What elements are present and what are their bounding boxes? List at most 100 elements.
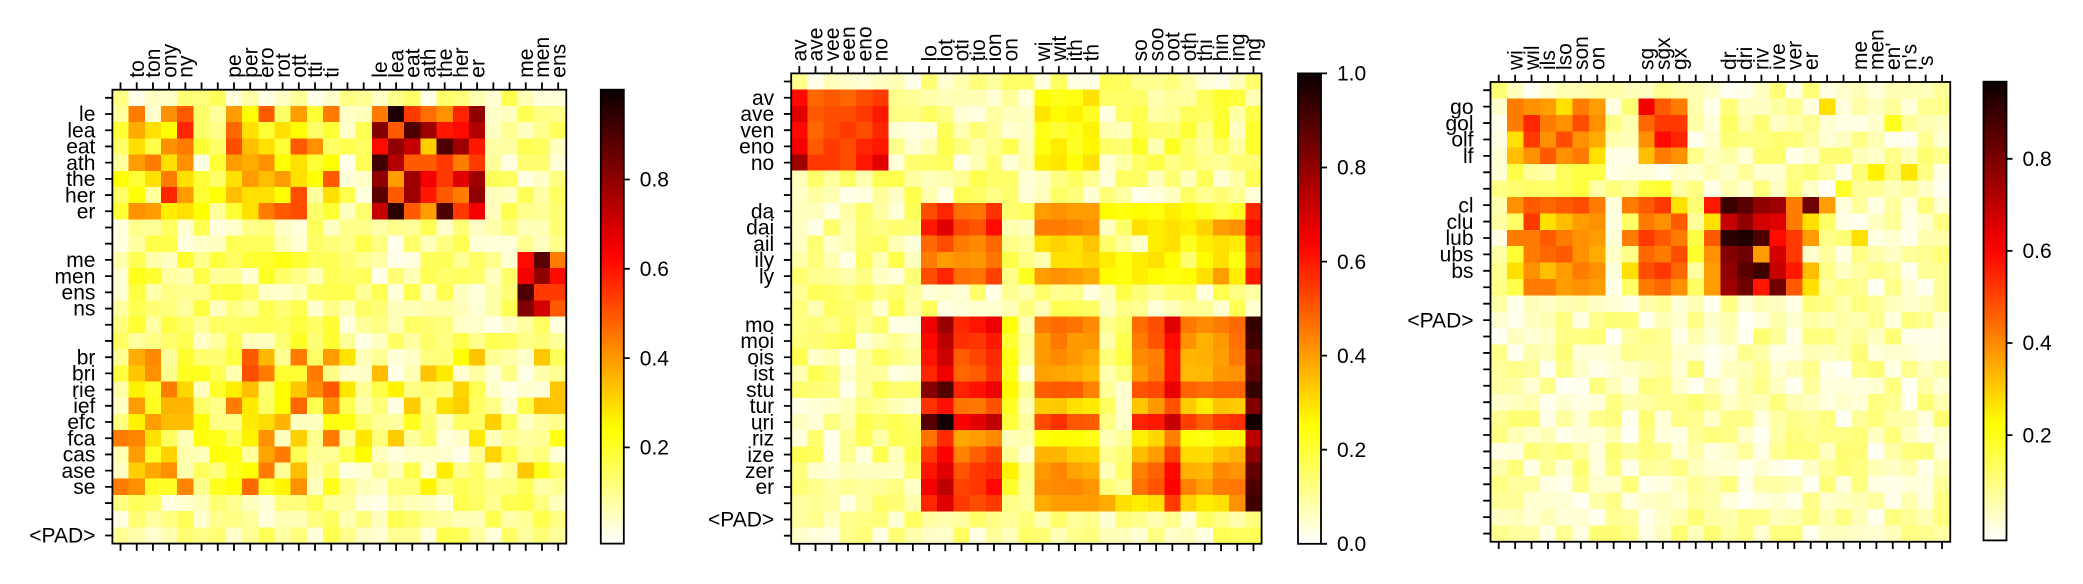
svg-text:ns: ns	[73, 298, 95, 321]
svg-text:wit: wit	[1048, 36, 1071, 63]
svg-text:0.8: 0.8	[2023, 148, 2052, 171]
svg-text:uri: uri	[751, 411, 774, 434]
svg-text:fca: fca	[67, 427, 95, 450]
svg-text:ave: ave	[805, 28, 828, 62]
svg-text:ven: ven	[740, 119, 774, 142]
svg-text:men: men	[55, 265, 96, 288]
svg-text:me: me	[515, 49, 538, 78]
svg-text:vee: vee	[821, 28, 844, 62]
svg-text:ens: ens	[62, 282, 96, 305]
svg-text:men: men	[531, 37, 554, 78]
svg-text:ny: ny	[175, 55, 198, 78]
svg-text:eat: eat	[66, 136, 95, 159]
svg-text:lso: lso	[1554, 43, 1577, 70]
svg-text:<PAD>: <PAD>	[29, 525, 95, 548]
svg-text:ver: ver	[1783, 41, 1806, 70]
svg-text:le: le	[79, 103, 95, 126]
svg-text:ion: ion	[983, 33, 1006, 61]
svg-text:eno: eno	[739, 136, 774, 159]
svg-text:da: da	[751, 200, 775, 223]
svg-text:lot: lot	[934, 39, 957, 61]
svg-text:tti: tti	[304, 61, 327, 77]
svg-text:se: se	[73, 476, 95, 499]
svg-text:cas: cas	[63, 444, 96, 467]
svg-text:0.4: 0.4	[1337, 345, 1367, 368]
svg-text:so: so	[1129, 39, 1152, 61]
svg-text:sgx: sgx	[1652, 37, 1675, 70]
svg-text:0.4: 0.4	[2023, 332, 2053, 355]
svg-text:n's: n's	[1898, 44, 1921, 70]
svg-text:ail: ail	[753, 233, 774, 256]
svg-text:ott: ott	[288, 54, 311, 78]
svg-text:son: son	[1570, 36, 1593, 70]
svg-text:ony: ony	[158, 43, 181, 77]
svg-text:0.6: 0.6	[640, 258, 669, 281]
svg-text:ton: ton	[142, 48, 165, 77]
svg-text:riv: riv	[1751, 47, 1774, 70]
svg-text:oti: oti	[951, 39, 974, 61]
svg-text:wil: wil	[1521, 46, 1544, 72]
svg-text:no: no	[751, 152, 774, 175]
svg-text:her: her	[450, 47, 473, 77]
svg-text:me: me	[1849, 41, 1872, 70]
svg-text:stu: stu	[746, 379, 774, 402]
svg-text:'s: 's	[1915, 55, 1938, 70]
svg-text:hin: hin	[1210, 33, 1233, 61]
svg-text:on: on	[999, 38, 1022, 61]
svg-text:lea: lea	[67, 119, 95, 142]
svg-text:her: her	[65, 184, 95, 207]
svg-text:thi: thi	[1194, 39, 1217, 61]
svg-text:0.2: 0.2	[640, 437, 669, 460]
svg-text:oth: oth	[1178, 32, 1201, 61]
svg-text:lea: lea	[385, 49, 408, 77]
svg-text:eno: eno	[853, 26, 876, 61]
svg-text:ils: ils	[1537, 50, 1560, 70]
svg-text:wi: wi	[1032, 42, 1055, 63]
svg-text:0.8: 0.8	[640, 169, 669, 192]
svg-text:0.8: 0.8	[1337, 157, 1366, 180]
svg-text:<PAD>: <PAD>	[708, 509, 774, 532]
svg-text:lf: lf	[1463, 145, 1474, 168]
svg-text:no: no	[870, 38, 893, 61]
svg-text:eat: eat	[401, 48, 424, 77]
svg-text:br: br	[77, 346, 96, 369]
svg-text:<PAD>: <PAD>	[1407, 309, 1473, 332]
svg-text:th: th	[1080, 44, 1103, 62]
svg-text:gx: gx	[1669, 47, 1692, 70]
svg-text:0.2: 0.2	[1337, 439, 1366, 462]
svg-text:bri: bri	[72, 363, 95, 386]
svg-text:1.0: 1.0	[1337, 63, 1366, 86]
svg-text:mo: mo	[745, 314, 774, 337]
svg-text:ath: ath	[418, 48, 441, 77]
svg-text:riz: riz	[752, 428, 774, 451]
svg-text:cl: cl	[1458, 194, 1473, 217]
svg-text:sg: sg	[1636, 48, 1659, 70]
svg-text:clu: clu	[1447, 211, 1474, 234]
svg-text:the: the	[66, 168, 95, 191]
svg-text:av: av	[789, 39, 812, 62]
svg-text:ath: ath	[66, 152, 95, 175]
svg-text:gol: gol	[1445, 112, 1473, 135]
svg-text:0.4: 0.4	[640, 347, 670, 370]
svg-text:av: av	[752, 87, 775, 110]
svg-text:en': en'	[1882, 43, 1905, 70]
svg-text:ave: ave	[740, 103, 774, 126]
svg-text:pe: pe	[223, 54, 246, 77]
svg-text:tio: tio	[967, 39, 990, 61]
svg-text:on: on	[1586, 47, 1609, 70]
svg-text:men: men	[1866, 29, 1889, 70]
svg-text:ing: ing	[1226, 33, 1249, 61]
svg-text:ily: ily	[754, 249, 774, 272]
svg-text:olf: olf	[1451, 129, 1473, 152]
svg-text:er: er	[1800, 51, 1823, 70]
svg-text:go: go	[1450, 96, 1473, 119]
svg-text:een: een	[837, 26, 860, 61]
svg-text:ive: ive	[1767, 43, 1790, 70]
svg-text:0.0: 0.0	[1337, 533, 1366, 556]
svg-text:ero: ero	[256, 47, 279, 77]
svg-text:ize: ize	[747, 444, 774, 467]
svg-text:er: er	[466, 59, 489, 78]
svg-text:tur: tur	[750, 395, 775, 418]
svg-text:soo: soo	[1145, 28, 1168, 62]
svg-text:me: me	[66, 249, 95, 272]
